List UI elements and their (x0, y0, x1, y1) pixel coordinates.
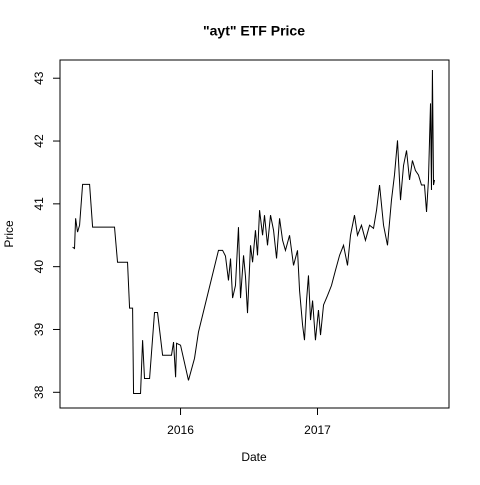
y-tick-label: 40 (32, 260, 46, 274)
chart-title: "ayt" ETF Price (203, 23, 305, 39)
y-axis-label: Price (2, 220, 16, 248)
price-line (72, 70, 435, 395)
y-tick-label: 43 (32, 71, 46, 85)
plot-box (59, 59, 450, 409)
y-tick-label: 39 (32, 322, 46, 336)
y-tick-label: 41 (32, 197, 46, 211)
x-tick-label: 2017 (304, 423, 331, 437)
y-tick-label: 38 (32, 385, 46, 399)
x-tick-label: 2016 (167, 423, 194, 437)
y-tick-label: 42 (32, 134, 46, 148)
x-axis-label: Date (241, 450, 267, 464)
